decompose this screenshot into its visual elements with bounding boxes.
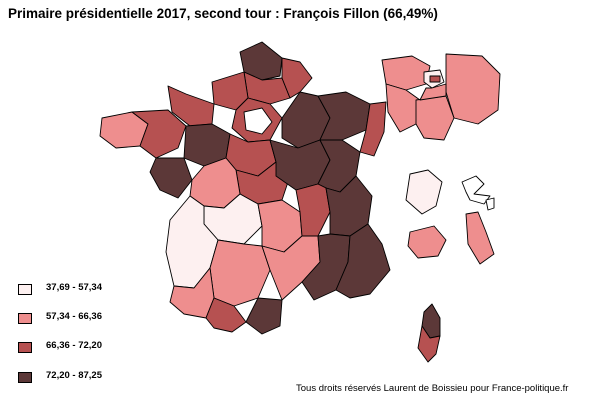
legend-label-3: 66,36 - 72,20 (46, 340, 102, 351)
region-rhone-alpes-ouest (295, 183, 331, 237)
legend-label-1: 37,69 - 57,34 (46, 282, 102, 293)
overseas-territories (405, 169, 495, 265)
inset-paris (429, 75, 441, 83)
region-guyane (405, 169, 443, 215)
inset-essonne (415, 95, 455, 141)
region-alsace (359, 101, 387, 157)
inset-val-de-marne (419, 83, 447, 101)
metropolitan-france (99, 41, 391, 335)
inset-seine-et-marne (445, 53, 501, 125)
map-title: Primaire présidentielle 2017, second tou… (8, 6, 438, 21)
region-guadeloupe (461, 175, 491, 205)
legend-label-2: 57,34 - 66,36 (46, 311, 102, 322)
ile-de-france-inset (381, 53, 501, 141)
legend-label-4: 72,20 - 87,25 (46, 370, 102, 381)
region-bretagne-est (131, 109, 187, 159)
region-lorraine (317, 91, 371, 141)
region-paris (243, 107, 273, 135)
legend-swatch-2 (18, 313, 32, 324)
corsica (417, 303, 441, 363)
legend-swatch-1 (18, 284, 32, 295)
region-mayotte (465, 211, 495, 265)
region-paca-est (335, 223, 391, 299)
region-corse-du-sud (417, 325, 441, 363)
region-martinique (485, 197, 495, 211)
region-roussillon (245, 297, 283, 335)
region-reunion (407, 225, 447, 259)
region-vendee (149, 157, 193, 199)
legend-swatch-4 (18, 372, 32, 383)
legend-swatch-3 (18, 342, 32, 353)
region-midi-pyrenees (209, 239, 271, 307)
inset-yvelines (385, 83, 421, 133)
credit-text: Tous droits réservés Laurent de Boissieu… (296, 383, 569, 394)
